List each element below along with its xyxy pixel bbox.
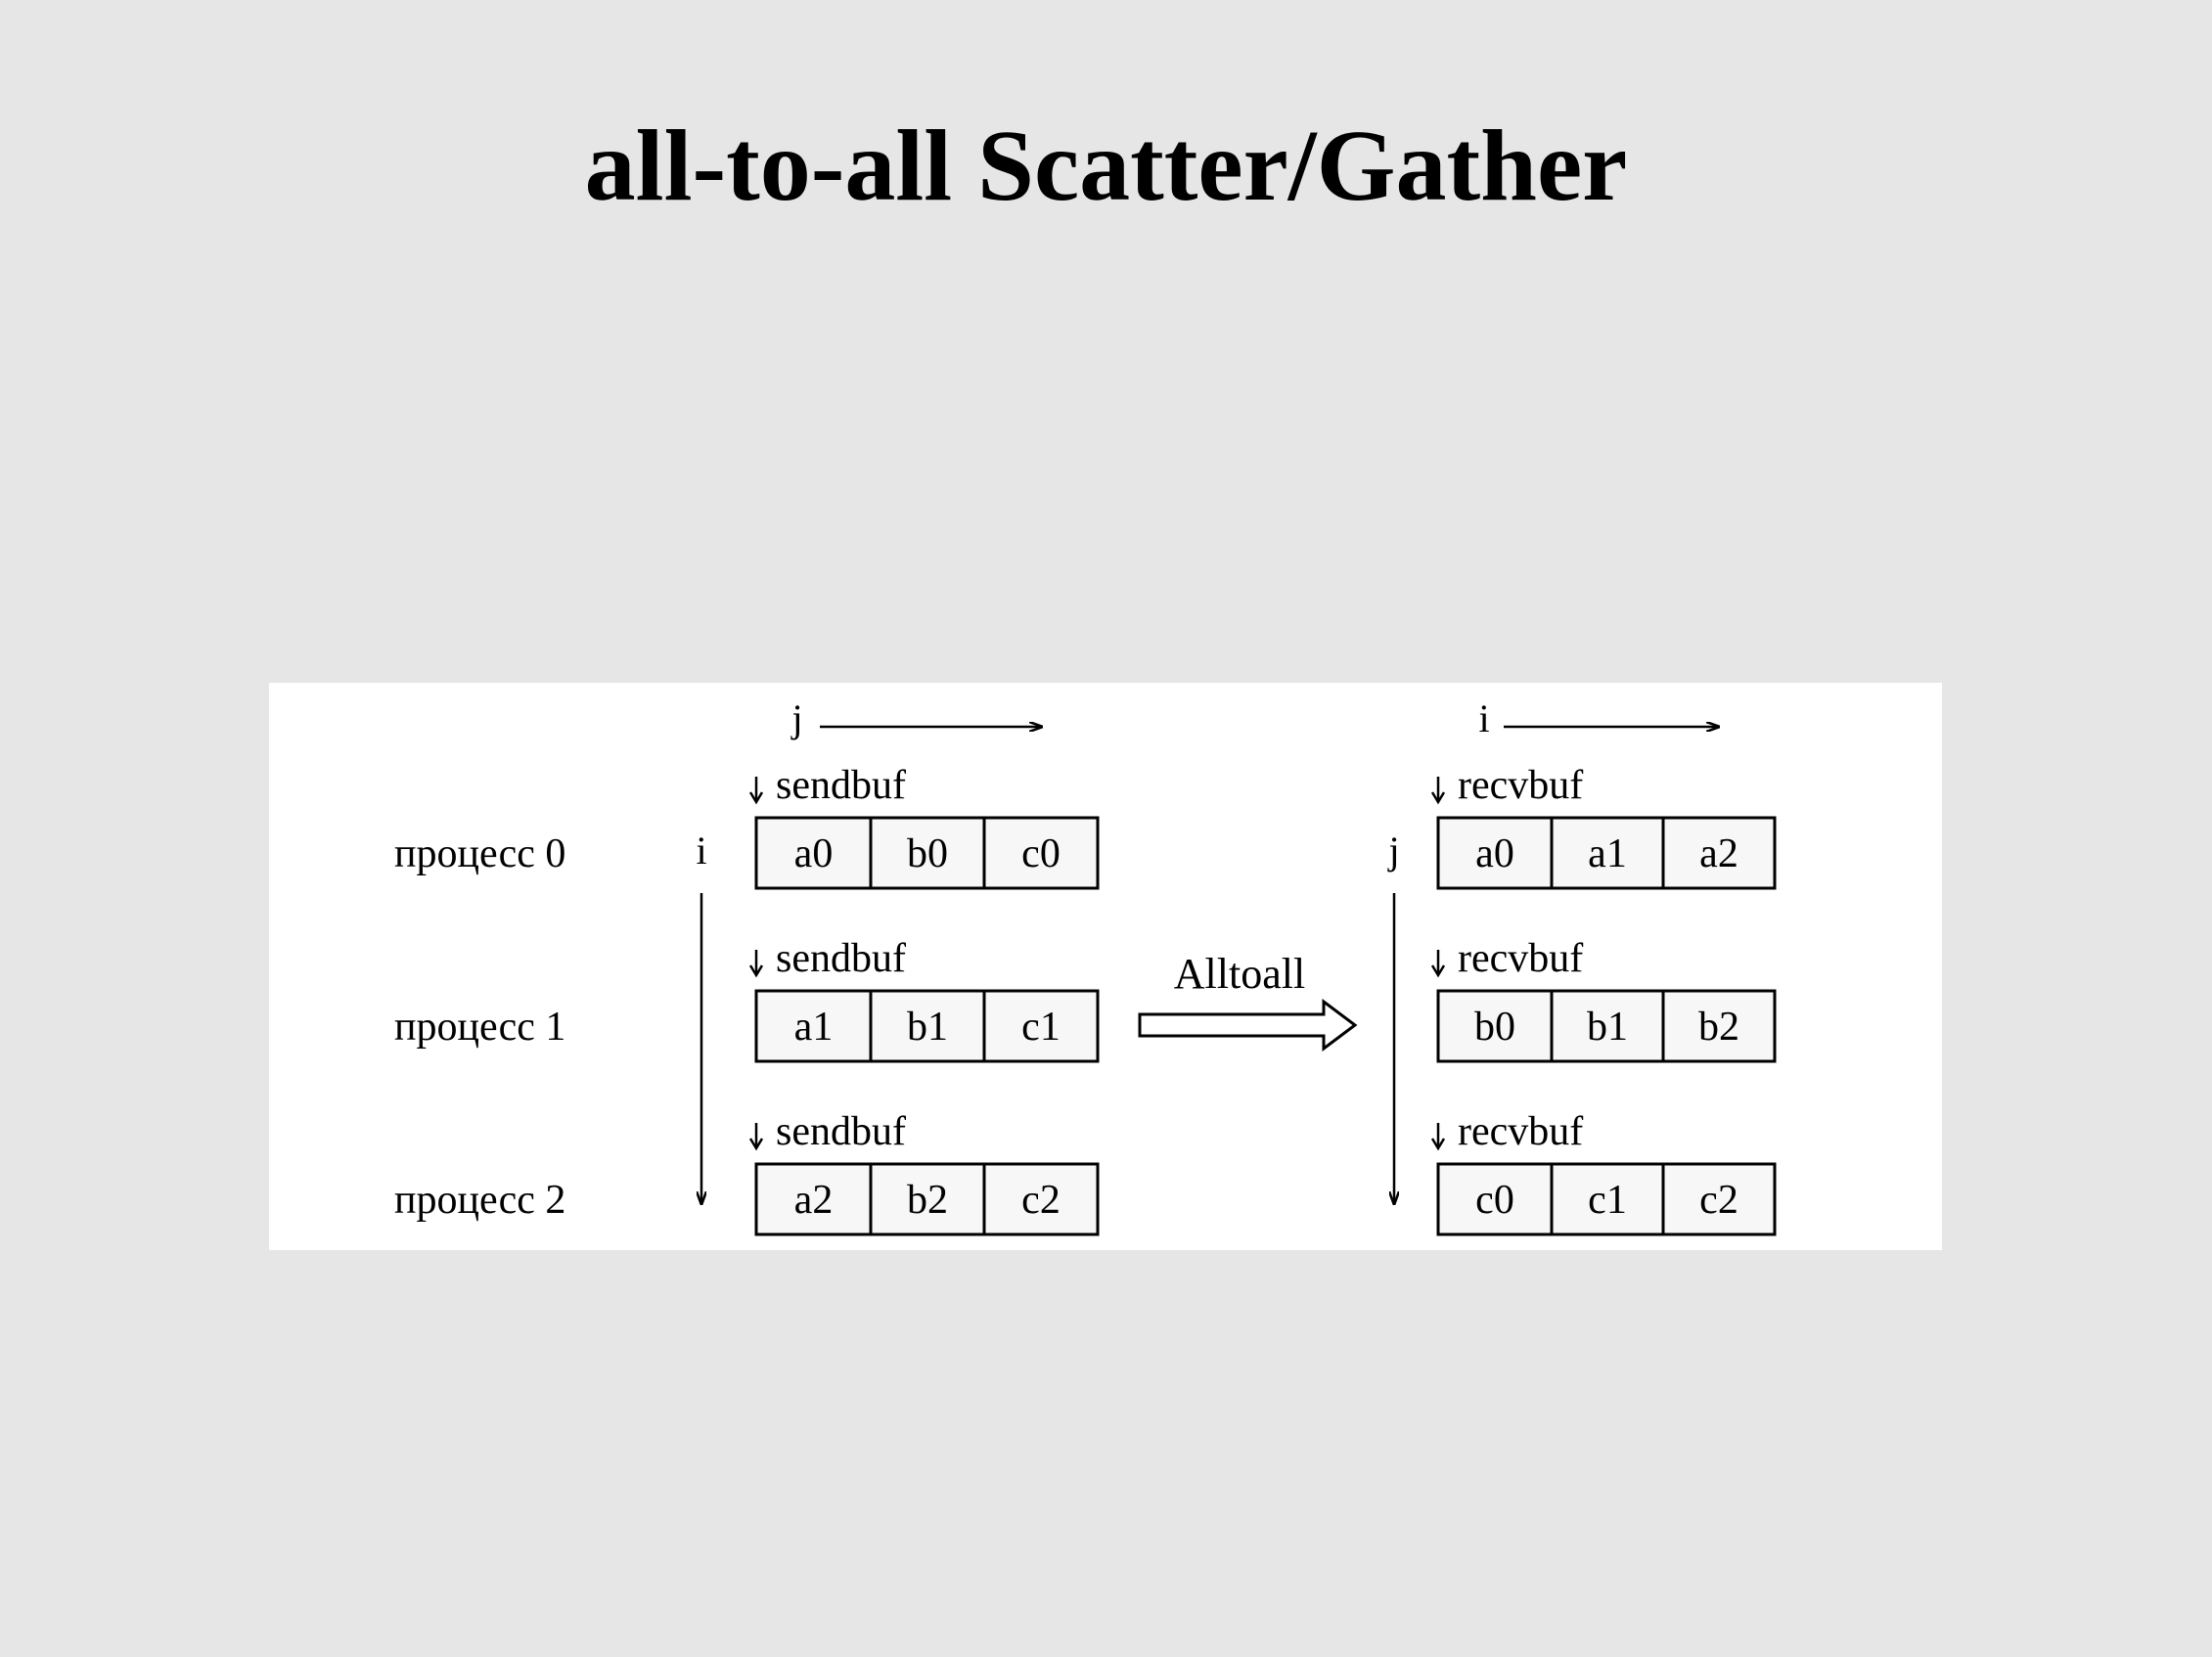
recvbuf-cell-value: a0 — [1475, 831, 1514, 876]
diagram-canvas: j i i j Alltoall процесс 0 sendbuf a0 b0 c0 r… — [394, 696, 1777, 1236]
recvbuf-pointer-icon — [1430, 1123, 1446, 1151]
recvbuf-cell — [1661, 989, 1777, 1063]
right-row-axis-label: j — [1386, 828, 1399, 873]
recvbuf-cell — [1436, 816, 1554, 890]
recvbuf-cell-value: b1 — [1587, 1005, 1628, 1050]
sendbuf-cell-value: a0 — [794, 831, 834, 876]
slide-title: all-to-all Scatter/Gather — [584, 110, 1628, 222]
left-row-axis-label: i — [696, 828, 706, 873]
alltoall-arrow-icon — [1138, 999, 1358, 1052]
sendbuf-cell-value: b1 — [907, 1005, 948, 1050]
recvbuf-label: recvbuf — [1458, 1109, 1583, 1154]
recvbuf-label: recvbuf — [1458, 763, 1583, 808]
sendbuf-cell-value: a1 — [794, 1005, 834, 1050]
sendbuf-label: sendbuf — [776, 936, 906, 981]
sendbuf-cell-value: a2 — [794, 1178, 834, 1223]
sendbuf-cell-value: b2 — [907, 1178, 948, 1223]
sendbuf-cell-value: c0 — [1021, 831, 1061, 876]
recvbuf-cell — [1661, 1162, 1777, 1236]
recvbuf-label: recvbuf — [1458, 936, 1583, 981]
recvbuf-cell-value: a2 — [1699, 831, 1738, 876]
process-label: процесс 1 — [394, 1005, 565, 1050]
process-label: процесс 0 — [394, 831, 565, 876]
recvbuf-pointer-icon — [1430, 777, 1446, 805]
recvbuf-pointer-icon — [1430, 950, 1446, 978]
recvbuf-cell — [1661, 816, 1777, 890]
sendbuf-cell — [982, 989, 1100, 1063]
sendbuf-cell — [982, 1162, 1100, 1236]
operation-label: Alltoall — [1174, 950, 1305, 998]
sendbuf-pointer-icon — [748, 777, 764, 805]
sendbuf-cell-value: b0 — [907, 831, 948, 876]
process-rows: процесс 0 sendbuf a0 b0 c0 recvbuf a0 a1 a2 проце… — [394, 763, 1777, 1236]
recvbuf-cell — [1436, 1162, 1554, 1236]
recvbuf-cell-value: a1 — [1588, 831, 1627, 876]
recvbuf-cell-value: b2 — [1698, 1005, 1739, 1050]
sendbuf-pointer-icon — [748, 950, 764, 978]
sendbuf-label: sendbuf — [776, 763, 906, 808]
sendbuf-cell-value: c2 — [1021, 1178, 1061, 1223]
process-label: процесс 2 — [394, 1178, 565, 1223]
sendbuf-label: sendbuf — [776, 1109, 906, 1154]
recvbuf-cell-value: c1 — [1588, 1178, 1627, 1223]
recvbuf-cell — [1550, 1162, 1665, 1236]
sendbuf-cell — [754, 1162, 873, 1236]
recvbuf-cell-value: c2 — [1699, 1178, 1738, 1223]
recvbuf-cell-value: b0 — [1474, 1005, 1515, 1050]
sendbuf-cell-value: c1 — [1021, 1005, 1061, 1050]
left-column-axis-label: j — [790, 696, 802, 740]
sendbuf-cell — [982, 816, 1100, 890]
alltoall-diagram: j i i j Alltoall процесс 0 sendbuf a0 b0 c0 r… — [269, 683, 1942, 1250]
sendbuf-pointer-icon — [748, 1123, 764, 1151]
recvbuf-cell-value: c0 — [1475, 1178, 1514, 1223]
right-column-axis-label: i — [1478, 696, 1489, 740]
recvbuf-cell — [1550, 989, 1665, 1063]
recvbuf-cell — [1550, 816, 1665, 890]
